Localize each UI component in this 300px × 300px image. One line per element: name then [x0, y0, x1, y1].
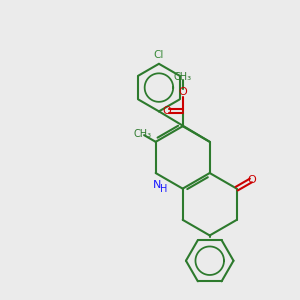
Text: CH₃: CH₃ [134, 129, 152, 139]
Text: O: O [247, 175, 256, 185]
Text: O: O [163, 106, 171, 116]
Text: N: N [153, 180, 161, 190]
Text: Cl: Cl [154, 50, 164, 60]
Text: H: H [160, 184, 167, 194]
Text: O: O [178, 87, 187, 97]
Text: CH₃: CH₃ [174, 73, 192, 82]
